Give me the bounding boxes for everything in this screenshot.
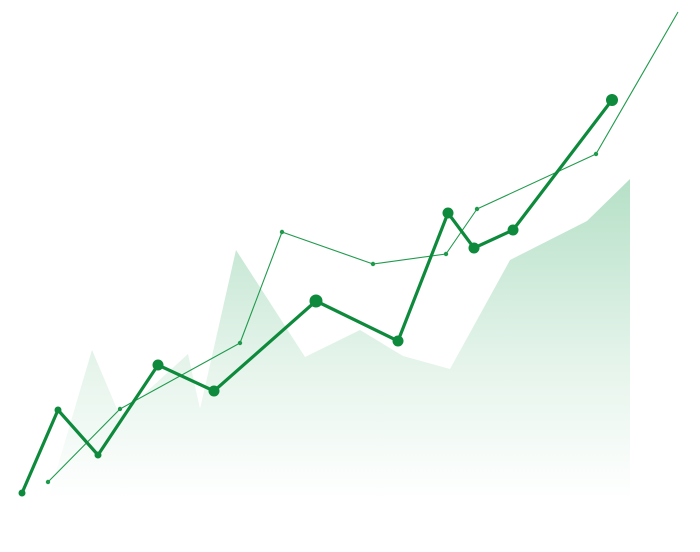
bold-line-series [18, 94, 618, 497]
bold-series-point [468, 242, 480, 254]
bold-series-point [18, 489, 26, 497]
bold-series-point [208, 385, 220, 397]
bold-series-point [94, 451, 102, 459]
thin-series-point [370, 261, 376, 267]
thin-series-point [279, 229, 285, 235]
thin-series-point [474, 206, 480, 212]
area-series [50, 179, 630, 500]
bold-series-point [309, 294, 323, 308]
thin-series-point [237, 340, 243, 346]
bold-series-point [54, 406, 62, 414]
thin-series-point [117, 406, 123, 412]
thin-series-point [45, 479, 51, 485]
bold-series-point [152, 359, 164, 371]
area-fill [50, 179, 630, 500]
thin-series-point [443, 251, 449, 257]
bold-series-point [392, 335, 404, 347]
bold-series-point [507, 224, 519, 236]
thin-series-point [593, 151, 599, 157]
bold-series-point [606, 94, 618, 106]
bold-series-point [442, 207, 454, 219]
